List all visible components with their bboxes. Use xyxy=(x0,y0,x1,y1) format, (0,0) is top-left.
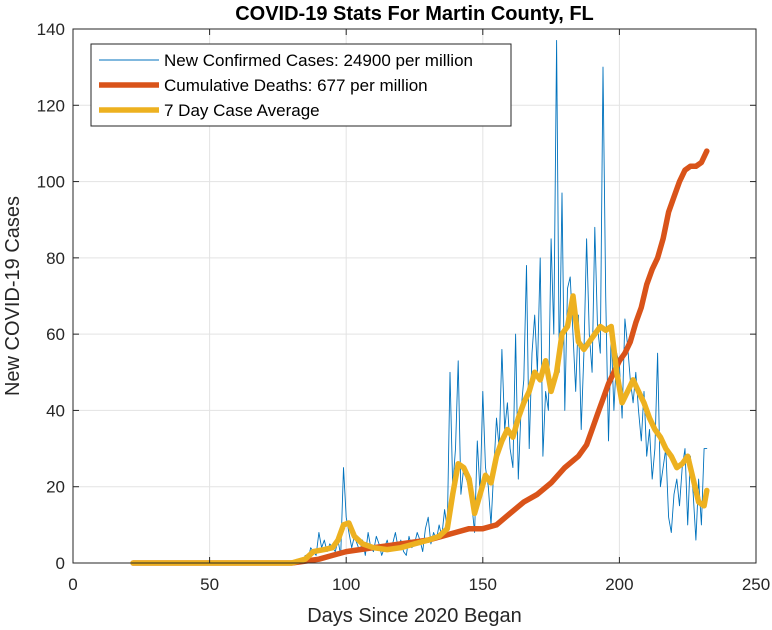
axis-ticks: 0 50 100 150 200 250 0 20 40 60 80 100 120 140 xyxy=(37,20,771,594)
series-line-3 xyxy=(130,293,710,566)
y-tick-label: 140 xyxy=(37,20,65,39)
series-layer xyxy=(130,39,710,566)
legend: New Confirmed Cases: 24900 per million Cu… xyxy=(90,43,512,127)
y-tick-label: 40 xyxy=(46,401,65,420)
x-tick-label: 200 xyxy=(605,575,633,594)
legend-entry-3: 7 Day Case Average xyxy=(164,101,320,120)
y-tick-label: 80 xyxy=(46,249,65,268)
y-axis-label: New COVID-19 Cases xyxy=(2,196,24,396)
legend-entry-2: Cumulative Deaths: 677 per million xyxy=(164,76,428,95)
y-tick-label: 0 xyxy=(56,554,65,573)
y-tick-label: 100 xyxy=(37,173,65,192)
x-tick-label: 250 xyxy=(742,575,770,594)
x-tick-label: 100 xyxy=(332,575,360,594)
y-tick-label: 20 xyxy=(46,478,65,497)
y-tick-label: 120 xyxy=(37,96,65,115)
x-tick-label: 150 xyxy=(469,575,497,594)
series-line-1 xyxy=(132,39,708,564)
y-tick-label: 60 xyxy=(46,325,65,344)
x-axis-label: Days Since 2020 Began xyxy=(307,605,522,627)
x-tick-label: 0 xyxy=(68,575,77,594)
x-tick-label: 50 xyxy=(200,575,219,594)
plot-frame xyxy=(72,28,757,564)
chart-title: COVID-19 Stats For Martin County, FL xyxy=(235,3,594,25)
legend-box xyxy=(90,43,512,127)
legend-entry-1: New Confirmed Cases: 24900 per million xyxy=(164,51,473,70)
